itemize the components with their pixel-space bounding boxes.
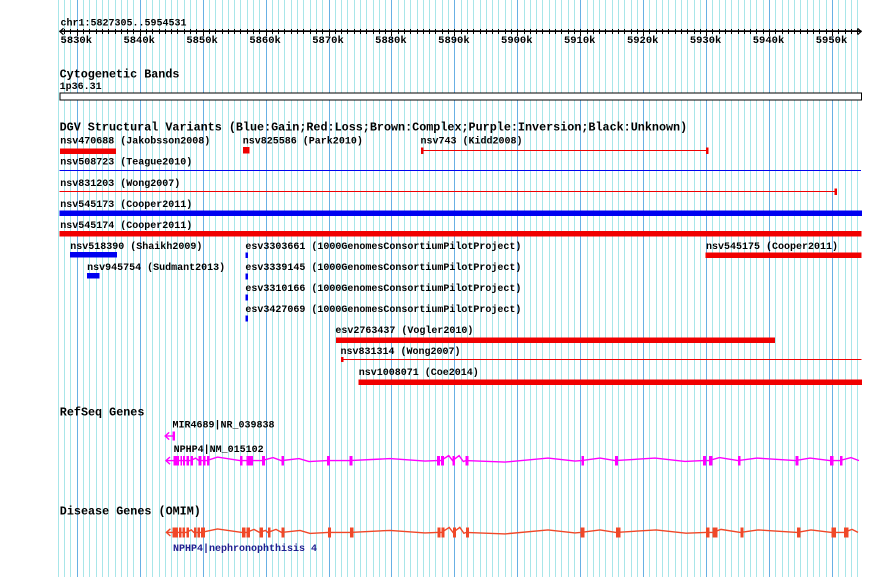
svg-text:nsv545173 (Cooper2011): nsv545173 (Cooper2011) (60, 199, 192, 211)
svg-text:5840k: 5840k (123, 35, 155, 47)
svg-text:NPHP4|NM_015102: NPHP4|NM_015102 (174, 444, 264, 456)
svg-text:5830k: 5830k (61, 35, 93, 47)
svg-text:5880k: 5880k (375, 35, 407, 47)
svg-text:chr1:5827305..5954531: chr1:5827305..5954531 (61, 17, 187, 29)
svg-text:MIR4689|NR_039838: MIR4689|NR_039838 (173, 419, 275, 431)
svg-text:Cytogenetic Bands: Cytogenetic Bands (60, 68, 180, 82)
svg-text:nsv831314 (Wong2007): nsv831314 (Wong2007) (341, 346, 461, 358)
svg-text:5850k: 5850k (186, 35, 218, 47)
svg-text:5870k: 5870k (312, 35, 344, 47)
svg-text:5890k: 5890k (438, 35, 470, 47)
svg-text:nsv825586 (Park2010): nsv825586 (Park2010) (243, 136, 363, 148)
svg-text:nsv945754 (Sudmant2013): nsv945754 (Sudmant2013) (87, 262, 225, 274)
svg-text:5860k: 5860k (249, 35, 281, 47)
svg-text:esv3339145 (1000GenomesConsort: esv3339145 (1000GenomesConsortiumPilotPr… (245, 262, 521, 274)
svg-text:5930k: 5930k (690, 35, 722, 47)
svg-text:nsv508723 (Teague2010): nsv508723 (Teague2010) (60, 157, 192, 169)
svg-text:esv3303661 (1000GenomesConsort: esv3303661 (1000GenomesConsortiumPilotPr… (245, 241, 521, 253)
svg-text:5950k: 5950k (816, 35, 848, 47)
svg-text:nsv545175 (Cooper2011): nsv545175 (Cooper2011) (706, 241, 838, 253)
svg-text:nsv1008071 (Coe2014): nsv1008071 (Coe2014) (359, 367, 479, 379)
svg-text:1p36.31: 1p36.31 (60, 82, 102, 93)
svg-text:5920k: 5920k (627, 35, 659, 47)
svg-text:nsv545174 (Cooper2011): nsv545174 (Cooper2011) (60, 220, 192, 232)
svg-text:DGV Structural Variants (Blue:: DGV Structural Variants (Blue:Gain;Red:L… (60, 120, 688, 134)
svg-text:NPHP4|nephronophthisis 4: NPHP4|nephronophthisis 4 (173, 543, 317, 555)
svg-text:nsv743 (Kidd2008): nsv743 (Kidd2008) (421, 136, 523, 148)
svg-text:nsv831203 (Wong2007): nsv831203 (Wong2007) (60, 178, 180, 190)
svg-text:nsv470688 (Jakobsson2008): nsv470688 (Jakobsson2008) (60, 136, 210, 148)
svg-text:esv3310166 (1000GenomesConsort: esv3310166 (1000GenomesConsortiumPilotPr… (245, 283, 521, 295)
svg-text:5910k: 5910k (564, 35, 596, 47)
svg-text:5940k: 5940k (753, 35, 785, 47)
svg-text:esv3427069 (1000GenomesConsort: esv3427069 (1000GenomesConsortiumPilotPr… (245, 304, 521, 316)
svg-text:Disease Genes (OMIM): Disease Genes (OMIM) (60, 505, 201, 519)
svg-text:nsv518390 (Shaikh2009): nsv518390 (Shaikh2009) (70, 241, 202, 253)
svg-text:5900k: 5900k (501, 35, 533, 47)
svg-text:esv2763437 (Vogler2010): esv2763437 (Vogler2010) (335, 325, 473, 337)
svg-text:RefSeq Genes: RefSeq Genes (60, 406, 145, 420)
